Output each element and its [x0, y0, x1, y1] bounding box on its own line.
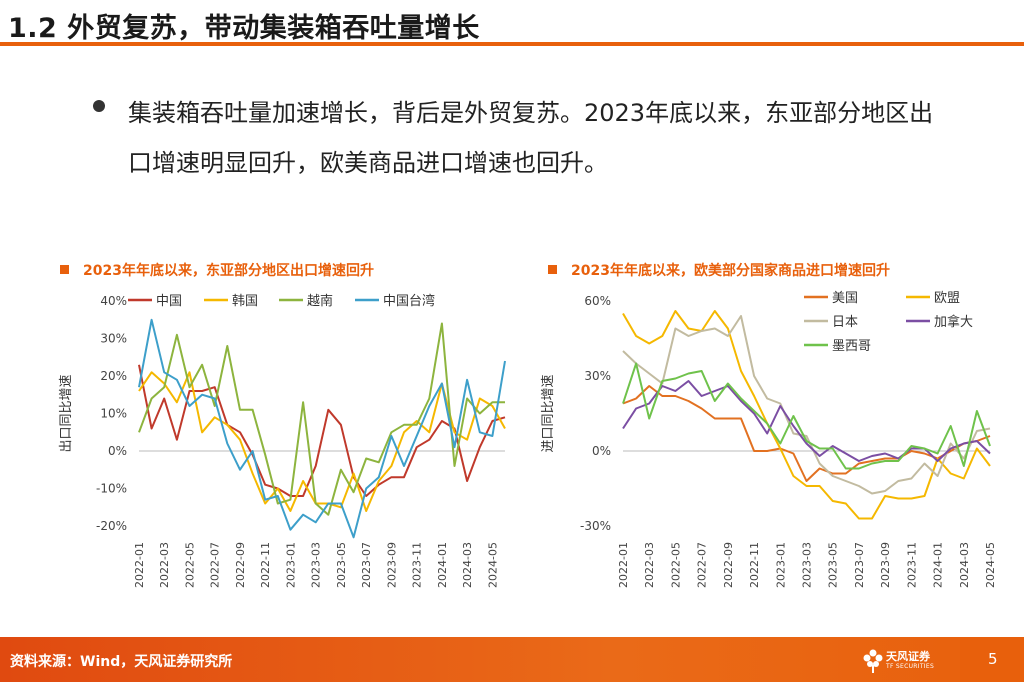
chart-2-xtick-label: 2022-01 — [617, 542, 630, 588]
title-bar: 1.2 外贸复苏，带动集装箱吞吐量增长 — [0, 0, 1024, 48]
chart-2-ytick-label: 0% — [592, 444, 611, 458]
page-number: 5 — [988, 650, 998, 668]
chart-1-ytick-label: 10% — [100, 407, 127, 421]
logo-text-en: TF SECURITIES — [886, 663, 935, 670]
page-number-tab — [960, 637, 1024, 682]
chart-2-series-line-1 — [622, 310, 991, 520]
chart-1-xtick-label: 2024-05 — [486, 542, 499, 588]
chart-1-xtick-label: 2023-11 — [411, 542, 424, 588]
chart-2-xtick-label: 2023-03 — [801, 542, 814, 588]
chart-1-xtick-label: 2023-07 — [360, 542, 373, 588]
chart-1-ytick-label: -20% — [96, 519, 127, 533]
company-logo: 天风证券 TF SECURITIES — [862, 645, 952, 675]
chart-2-title-marker — [548, 264, 557, 274]
chart-2-xtick-label: 2023-05 — [827, 542, 840, 588]
chart-1-title-text: 2023年年底以来，东亚部分地区出口增速回升 — [83, 263, 374, 279]
chart-1-series-line-0 — [138, 364, 506, 497]
chart-1-xtick-label: 2024-03 — [461, 542, 474, 588]
chart-2-xtick-label: 2023-01 — [774, 542, 787, 588]
chart-1-legend-label: 中国台湾 — [383, 293, 435, 309]
chart-2: 进口同比增速 -30% 0% 30% 60% 2022-01 2022-03 2022-05 2… — [541, 291, 997, 588]
chart-2-series-line-3 — [622, 380, 991, 462]
chart-2-series-line-0 — [622, 385, 991, 482]
chart-1-title-marker — [60, 264, 69, 274]
chart-2-xtick-label: 2022-03 — [643, 542, 656, 588]
logo-flower-icon — [863, 649, 883, 673]
chart-1-ytick-label: 30% — [100, 332, 127, 346]
logo-text-cn: 天风证券 — [886, 650, 930, 663]
chart-2-xtick-label: 2022-07 — [696, 542, 709, 588]
chart-1-title: 2023年年底以来，东亚部分地区出口增速回升 — [60, 260, 374, 280]
chart-2-ytick-label: 60% — [584, 294, 611, 308]
chart-1-legend-label: 越南 — [307, 293, 333, 309]
chart-1-xtick-label: 2022-09 — [234, 542, 247, 588]
chart-1-ytick-label: 40% — [100, 294, 127, 308]
chart-2-ytick-label: -30% — [580, 519, 611, 533]
chart-2-xtick-label: 2022-05 — [669, 542, 682, 588]
chart-2-legend-label: 墨西哥 — [832, 339, 871, 354]
chart-2-legend-label: 日本 — [832, 315, 858, 330]
chart-1: 出口同比增速 -20% -10% 0% 10% 20% 30% 40% 2022-01 2022-… — [59, 293, 506, 588]
chart-1-xtick-label: 2023-03 — [310, 542, 323, 588]
chart-1-series-line-2 — [138, 322, 505, 516]
chart-2-xtick-label: 2024-05 — [984, 542, 997, 588]
chart-2-ytick-label: 30% — [584, 369, 611, 383]
chart-2-xtick-label: 2023-07 — [853, 542, 866, 588]
chart-2-xtick-label: 2022-11 — [748, 542, 761, 588]
chart-1-xtick-label: 2022-01 — [133, 542, 146, 588]
chart-1-series-line-3 — [138, 318, 506, 539]
footer: 资料来源：Wind，天风证券研究所 天风证券 TF SECURITIES 5 — [0, 637, 1024, 682]
chart-1-ytick-label: 20% — [100, 369, 127, 383]
chart-2-xtick-label: 2023-11 — [905, 542, 918, 588]
bullet-text: 集装箱吞吐量加速增长，背后是外贸复苏。2023年底以来，东亚部分地区出口增速明显… — [128, 99, 934, 177]
chart-1-ytick-label: 0% — [108, 444, 127, 458]
bullet-dot — [93, 100, 105, 112]
chart-2-title-text: 2023年年底以来，欧美部分国家商品进口增速回升 — [571, 263, 890, 279]
chart-2-xtick-label: 2023-09 — [879, 542, 892, 588]
chart-1-ytick-label: -10% — [96, 482, 127, 496]
chart-1-xtick-label: 2023-05 — [335, 542, 348, 588]
chart-1-xtick-label: 2022-11 — [259, 542, 272, 588]
title-underline — [0, 42, 1024, 46]
chart-1-xtick-label: 2022-05 — [183, 542, 196, 588]
chart-2-xtick-label: 2022-09 — [722, 542, 735, 588]
chart-2-legend-label: 加拿大 — [934, 314, 973, 330]
chart-2-ylabel: 进口同比增速 — [541, 374, 556, 452]
chart-2-xtick-label: 2024-01 — [932, 542, 945, 588]
chart-1-ylabel: 出口同比增速 — [59, 374, 74, 452]
chart-2-series-line-2 — [622, 315, 991, 495]
chart-2-legend-label: 美国 — [832, 291, 858, 306]
chart-2-xtick-label: 2024-03 — [958, 542, 971, 588]
chart-1-legend-label: 韩国 — [232, 294, 258, 309]
chart-1-xtick-label: 2023-01 — [284, 542, 297, 588]
source-note: 资料来源：Wind，天风证券研究所 — [10, 654, 233, 670]
chart-1-xtick-label: 2022-07 — [209, 542, 222, 588]
chart-2-legend-label: 欧盟 — [934, 291, 960, 306]
chart-1-legend-label: 中国 — [156, 294, 182, 309]
page-title: 1.2 外贸复苏，带动集装箱吞吐量增长 — [8, 13, 480, 44]
chart-2-series-line-4 — [622, 362, 991, 470]
chart-1-xtick-label: 2022-03 — [158, 542, 171, 588]
chart-2-title: 2023年年底以来，欧美部分国家商品进口增速回升 — [548, 260, 890, 280]
chart-1-xtick-label: 2023-09 — [385, 542, 398, 588]
chart-1-xtick-label: 2024-01 — [436, 542, 449, 588]
